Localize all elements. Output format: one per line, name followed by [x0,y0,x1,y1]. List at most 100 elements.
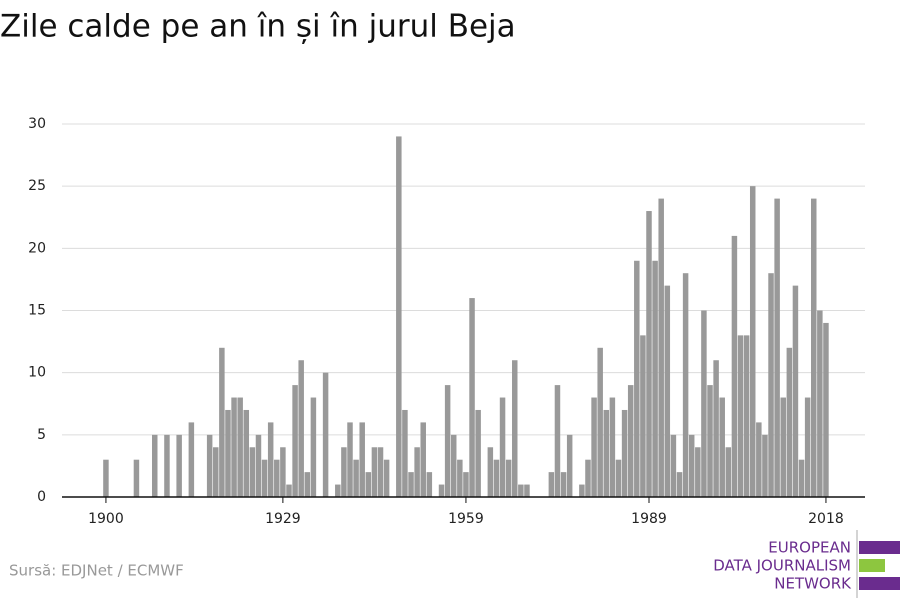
x-tick-label: 1929 [265,511,301,527]
logo-bar [859,541,900,554]
bar [365,472,372,497]
y-tick-label: 15 [28,303,46,319]
bar [792,285,799,497]
logo-text: EUROPEAN [768,539,851,557]
bar [713,360,719,497]
bar [749,186,756,497]
bar [560,472,567,497]
bar [493,459,500,497]
bar [152,434,158,497]
bar [487,447,494,497]
bar [249,447,256,497]
bar [597,347,603,497]
bar [469,298,475,497]
bar [457,459,463,497]
bar [798,459,805,497]
bar [383,459,390,497]
y-tick-label: 5 [37,427,46,443]
bar [701,310,707,497]
y-tick-label: 20 [28,240,46,256]
y-tick-label: 30 [28,116,46,132]
bar [603,409,610,497]
bar [804,397,811,497]
y-tick-label: 0 [37,489,46,505]
bar [414,447,420,497]
bar [426,472,433,497]
bar [371,447,378,497]
bar [774,198,780,497]
bar [347,422,353,497]
bar [353,459,359,497]
bar [304,472,311,497]
bar [298,360,304,497]
y-tick-label: 10 [28,365,46,381]
bar [237,397,243,497]
bar [652,260,658,497]
x-tick-label: 1900 [88,511,124,527]
bar [499,397,506,497]
bar [737,335,744,497]
bar [817,310,823,497]
bar [231,397,237,497]
x-tick-label: 2018 [808,511,844,527]
bar [402,409,408,497]
bar [335,484,341,497]
bar [823,322,829,497]
bar [292,385,298,497]
bar [634,260,640,497]
bar [719,397,725,497]
bar [786,347,793,497]
logo-text: NETWORK [774,575,852,593]
bar [274,459,280,497]
bar [420,422,426,497]
bar [133,459,140,497]
bar [524,484,530,497]
bar [768,273,774,497]
bar [261,459,268,497]
bar [408,472,414,497]
bar [548,472,555,497]
bar [475,409,481,497]
bar [682,273,689,497]
bar [450,434,457,497]
bar [670,434,677,497]
bar [731,235,738,497]
bar [286,484,292,497]
bar [664,285,671,497]
bar [206,434,213,497]
bar [725,447,732,497]
bar [591,397,597,497]
bar [585,459,591,497]
bar [341,447,347,497]
bar [743,335,750,497]
bar [188,422,195,497]
bar [396,136,402,497]
bar [512,360,518,497]
logo-bar [859,559,885,572]
bar [322,372,329,497]
bar [676,472,683,497]
bar [243,409,250,497]
logo-bar [859,577,900,590]
bar [609,397,616,497]
bar [103,459,109,497]
bar [707,385,713,497]
bar [438,484,445,497]
bar [359,422,365,497]
bar [518,484,524,497]
bar [615,459,622,497]
bar [225,409,231,497]
x-tick-label: 1959 [448,511,484,527]
bar [566,434,573,497]
bar [756,422,762,497]
bar [255,434,262,497]
logo-text: DATA JOURNALISM [713,557,851,575]
bar [627,385,634,497]
bar [219,347,225,497]
bar [810,198,817,497]
bar [444,385,451,497]
source: Sursă: EDJNet / ECMWF [9,562,184,580]
bar [164,434,170,497]
bar [176,434,182,497]
bar [646,211,652,498]
